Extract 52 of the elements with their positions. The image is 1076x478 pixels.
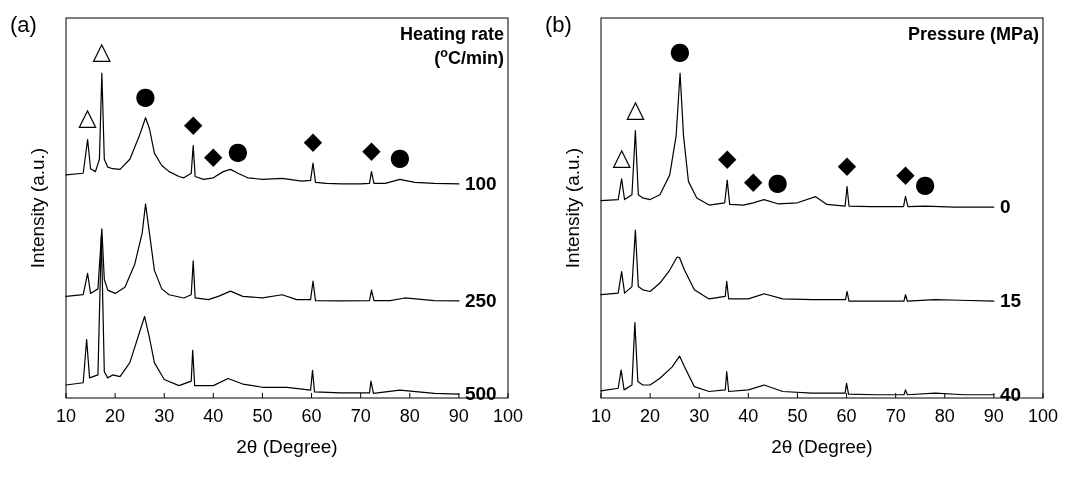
- annotation: ◆: [303, 127, 323, 156]
- x-tick-label: 80: [934, 406, 955, 426]
- annotation: ●: [669, 37, 691, 66]
- x-tick-label: 10: [590, 406, 612, 426]
- x-tick-label: 20: [105, 406, 126, 426]
- series-label: 500: [464, 383, 497, 405]
- x-axis-title: 2θ (Degree): [236, 436, 338, 457]
- y-axis-title: Intensity (a.u.): [562, 147, 583, 269]
- y-axis-title: Intensity (a.u.): [27, 147, 48, 269]
- annotation: ◆: [744, 166, 764, 195]
- annotation: ◆: [896, 160, 916, 189]
- annotation: △: [92, 37, 112, 66]
- legend-title: Pressure (MPa): [907, 24, 1039, 44]
- x-tick-label: 30: [689, 406, 710, 426]
- series-label: 100: [464, 172, 497, 194]
- x-tick-label: 30: [154, 406, 175, 426]
- series-label: 0: [999, 196, 1011, 218]
- x-tick-label: 100: [1027, 406, 1059, 426]
- x-tick-label: 80: [399, 406, 420, 426]
- annotation: ◆: [183, 109, 203, 138]
- annotation: ●: [914, 170, 936, 199]
- x-tick-label: 50: [787, 406, 808, 426]
- x-tick-label: 40: [738, 406, 759, 426]
- x-tick-label: 100: [492, 406, 524, 426]
- x-axis-title: 2θ (Degree): [771, 436, 873, 457]
- x-tick-label: 90: [448, 406, 469, 426]
- annotation: ●: [135, 81, 157, 110]
- x-tick-label: 60: [836, 406, 857, 426]
- x-tick-label: 90: [983, 406, 1004, 426]
- legend-title: Heating rate ($^{o}$C/min): [399, 24, 504, 68]
- x-tick-label: 60: [301, 406, 322, 426]
- annotation: ●: [389, 143, 411, 172]
- series-label: 15: [999, 290, 1022, 312]
- annotation: △: [78, 103, 98, 132]
- annotation: ◆: [837, 150, 857, 179]
- text: (b): [545, 12, 572, 37]
- annotation: △: [612, 142, 632, 171]
- x-tick-label: 70: [885, 406, 906, 426]
- text: (a): [10, 12, 37, 37]
- x-tick-label: 70: [350, 406, 371, 426]
- x-tick-label: 40: [203, 406, 224, 426]
- x-tick-label: 20: [640, 406, 661, 426]
- x-tick-label: 50: [252, 406, 273, 426]
- annotation: ◆: [362, 135, 382, 164]
- annotation: ◆: [717, 144, 737, 173]
- series-label: 250: [464, 289, 497, 311]
- x-tick-label: 10: [55, 406, 77, 426]
- annotation: △: [626, 94, 646, 123]
- annotation: ◆: [204, 141, 224, 170]
- annotation: ●: [767, 167, 789, 196]
- series-label: 40: [999, 383, 1022, 405]
- annotation: ●: [227, 137, 249, 166]
